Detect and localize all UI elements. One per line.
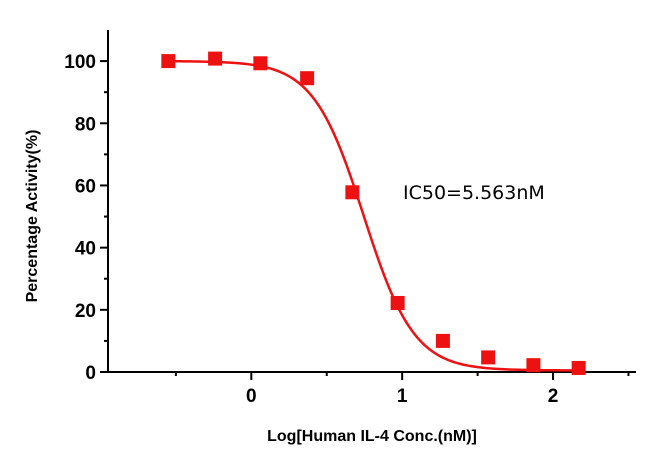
- y-tick-label-60: 60: [75, 176, 96, 197]
- data-point-1: [208, 51, 223, 66]
- y-tick-label-0: 0: [85, 363, 96, 384]
- data-points: [161, 51, 586, 375]
- x-axis-title: Log[Human IL-4 Conc.(nM)]: [267, 428, 477, 445]
- y-tick-label-80: 80: [75, 114, 96, 135]
- data-point-5: [390, 295, 405, 310]
- data-point-8: [526, 358, 541, 373]
- data-point-2: [253, 56, 268, 71]
- x-axis: 0 1 2: [108, 371, 636, 407]
- data-point-9: [571, 360, 586, 375]
- ic50-annotation: IC50=5.563nM: [403, 182, 545, 204]
- data-point-4: [345, 185, 360, 200]
- data-point-6: [435, 333, 450, 348]
- data-point-0: [161, 54, 176, 69]
- y-tick-label-40: 40: [75, 239, 96, 260]
- fit-curve: [168, 59, 579, 372]
- x-tick-label-2: 2: [548, 386, 559, 407]
- data-point-3: [300, 71, 315, 86]
- fit-curve-layer: [168, 59, 579, 372]
- y-axis-title: Percentage Activity(%): [24, 130, 41, 303]
- y-tick-label-100: 100: [64, 52, 96, 73]
- y-axis: 0 20 40 60 80 100: [64, 30, 109, 384]
- data-point-7: [481, 350, 496, 365]
- x-tick-label-1: 1: [397, 386, 408, 407]
- y-tick-label-20: 20: [75, 301, 96, 322]
- x-tick-label-0: 0: [246, 386, 257, 407]
